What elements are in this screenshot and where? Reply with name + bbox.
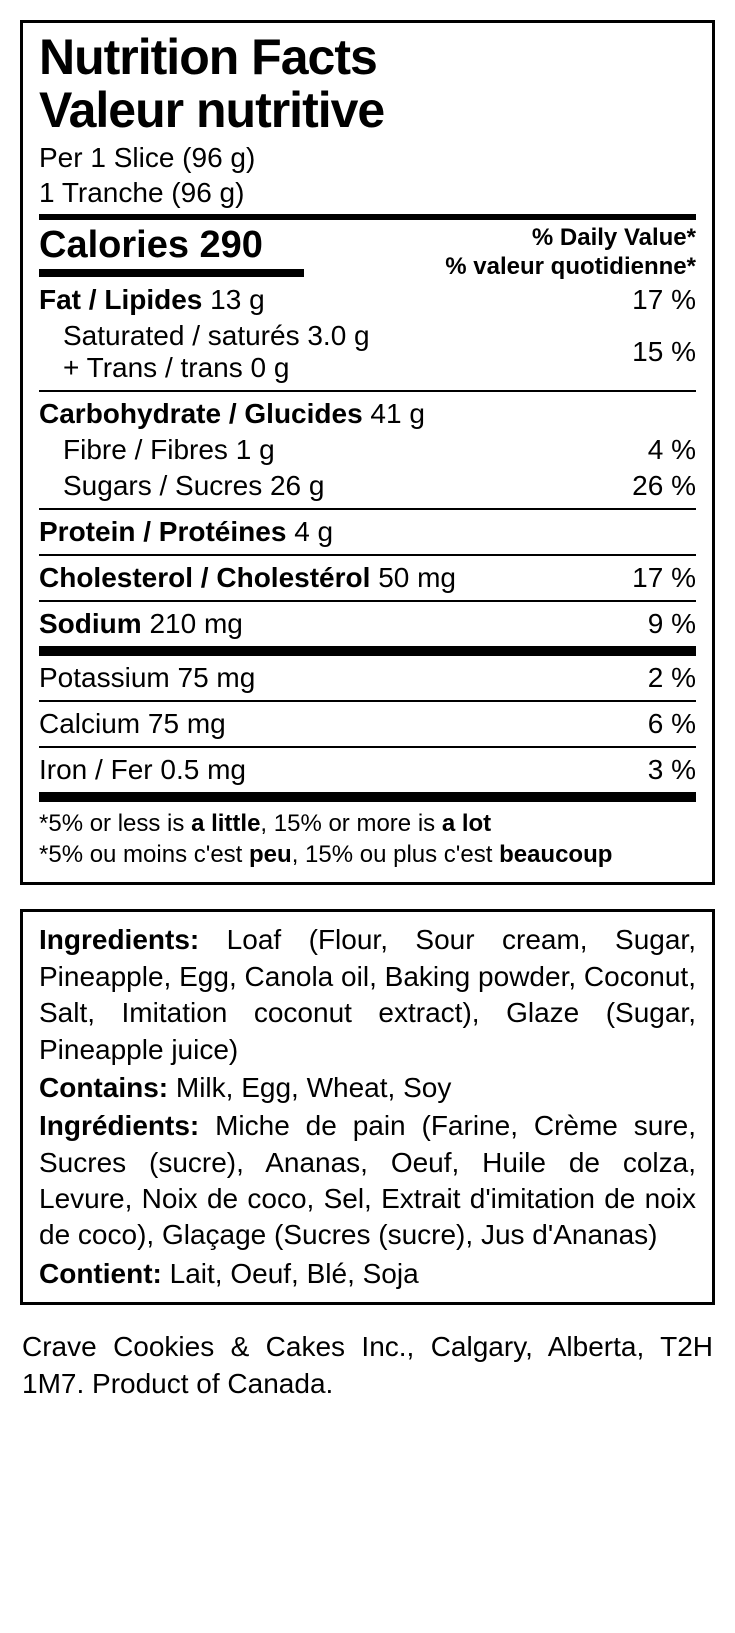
nf-title-fr: Valeur nutritive (39, 82, 384, 138)
iron-amount: 0.5 mg (160, 754, 246, 785)
calories-block: Calories 290 (39, 224, 304, 279)
rule (39, 390, 696, 392)
protein-label: Protein / Protéines (39, 516, 286, 547)
dv-header-fr: % valeur quotidienne* (445, 253, 696, 282)
nf-title: Nutrition Facts Valeur nutritive (39, 31, 696, 136)
rule (39, 746, 696, 748)
fibre-label: Fibre / Fibres (63, 434, 228, 465)
fibre-dv: 4 % (638, 434, 696, 466)
protein-amount: 4 g (294, 516, 333, 547)
sugars-dv: 26 % (622, 470, 696, 502)
sodium-label: Sodium (39, 608, 142, 639)
nutrient-fat: Fat / Lipides 13 g 17 % (39, 282, 696, 318)
footnote: *5% or less is a little, 15% or more is … (39, 806, 696, 874)
rule (39, 554, 696, 556)
dv-header: % Daily Value* % valeur quotidienne* (445, 224, 696, 282)
nutrition-facts-panel: Nutrition Facts Valeur nutritive Per 1 S… (20, 20, 715, 885)
fat-amount: 13 g (210, 284, 265, 315)
iron-label: Iron / Fer (39, 754, 153, 785)
footnote-fr: *5% ou moins c'est peu, 15% ou plus c'es… (39, 839, 696, 870)
fn-en-3: , 15% or more is (260, 810, 441, 837)
fn-fr-1: *5% ou moins c'est (39, 841, 249, 868)
calcium-amount: 75 mg (148, 708, 226, 739)
contains-en: Contains: Milk, Egg, Wheat, Soy (39, 1070, 696, 1106)
dv-header-en: % Daily Value* (445, 224, 696, 253)
rule (39, 600, 696, 602)
sat-line1: Saturated / saturés 3.0 g (63, 320, 622, 352)
calories-underline (39, 269, 304, 277)
company-info: Crave Cookies & Cakes Inc., Calgary, Alb… (20, 1329, 715, 1402)
sugars-label: Sugars / Sucres (63, 470, 262, 501)
calories-value: 290 (200, 224, 263, 266)
serving-size: Per 1 Slice (96 g) 1 Tranche (96 g) (39, 140, 696, 210)
rule (39, 646, 696, 656)
nutrient-potassium: Potassium 75 mg 2 % (39, 660, 696, 696)
iron-dv: 3 % (638, 754, 696, 786)
sat-dv: 15 % (622, 336, 696, 368)
contains-en-text: Milk, Egg, Wheat, Soy (168, 1072, 451, 1103)
nutrient-carb: Carbohydrate / Glucides 41 g (39, 396, 696, 432)
nutrient-sat-trans: Saturated / saturés 3.0 g + Trans / tran… (39, 318, 696, 386)
nutrient-fibre: Fibre / Fibres 1 g 4 % (39, 432, 696, 468)
fat-label: Fat / Lipides (39, 284, 202, 315)
fn-en-4: a lot (442, 810, 491, 837)
potassium-label: Potassium (39, 662, 170, 693)
footnote-en: *5% or less is a little, 15% or more is … (39, 808, 696, 839)
carb-label: Carbohydrate / Glucides (39, 398, 363, 429)
contains-fr: Contient: Lait, Oeuf, Blé, Soja (39, 1256, 696, 1292)
rule (39, 214, 696, 220)
nf-title-en: Nutrition Facts (39, 29, 377, 85)
potassium-dv: 2 % (638, 662, 696, 694)
nutrient-sodium: Sodium 210 mg 9 % (39, 606, 696, 642)
calories-label: Calories 290 (39, 224, 304, 267)
sat-line2: + Trans / trans 0 g (63, 352, 622, 384)
fibre-amount: 1 g (236, 434, 275, 465)
ing-en-label: Ingredients: (39, 924, 199, 955)
rule (39, 508, 696, 510)
calcium-label: Calcium (39, 708, 140, 739)
chol-dv: 17 % (622, 562, 696, 594)
chol-amount: 50 mg (378, 562, 456, 593)
sodium-amount: 210 mg (149, 608, 242, 639)
carb-amount: 41 g (370, 398, 425, 429)
nutrient-calcium: Calcium 75 mg 6 % (39, 706, 696, 742)
ingredients-en: Ingredients: Loaf (Flour, Sour cream, Su… (39, 922, 696, 1068)
calcium-dv: 6 % (638, 708, 696, 740)
nutrient-chol: Cholesterol / Cholestérol 50 mg 17 % (39, 560, 696, 596)
serving-fr: 1 Tranche (96 g) (39, 175, 696, 210)
calories-row: Calories 290 % Daily Value* % valeur quo… (39, 224, 696, 282)
calories-word: Calories (39, 224, 189, 266)
nutrient-iron: Iron / Fer 0.5 mg 3 % (39, 752, 696, 788)
ing-fr-label: Ingrédients: (39, 1110, 199, 1141)
serving-en: Per 1 Slice (96 g) (39, 140, 696, 175)
chol-label: Cholesterol / Cholestérol (39, 562, 370, 593)
contains-fr-text: Lait, Oeuf, Blé, Soja (162, 1258, 419, 1289)
rule (39, 700, 696, 702)
fn-fr-4: beaucoup (499, 841, 612, 868)
fn-fr-3: , 15% ou plus c'est (292, 841, 499, 868)
ingredients-fr: Ingrédients: Miche de pain (Farine, Crèm… (39, 1108, 696, 1254)
contains-en-label: Contains: (39, 1072, 168, 1103)
nutrient-sugars: Sugars / Sucres 26 g 26 % (39, 468, 696, 504)
nutrient-protein: Protein / Protéines 4 g (39, 514, 696, 550)
sugars-amount: 26 g (270, 470, 325, 501)
fn-en-2: a little (191, 810, 260, 837)
rule (39, 792, 696, 802)
fn-fr-2: peu (249, 841, 292, 868)
ingredients-panel: Ingredients: Loaf (Flour, Sour cream, Su… (20, 909, 715, 1305)
fat-dv: 17 % (622, 284, 696, 316)
fn-en-1: *5% or less is (39, 810, 191, 837)
contains-fr-label: Contient: (39, 1258, 162, 1289)
sodium-dv: 9 % (638, 608, 696, 640)
potassium-amount: 75 mg (178, 662, 256, 693)
